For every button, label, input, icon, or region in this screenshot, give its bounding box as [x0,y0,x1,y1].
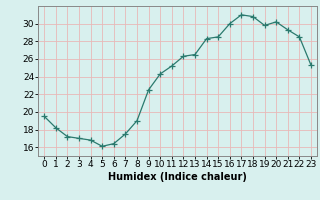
X-axis label: Humidex (Indice chaleur): Humidex (Indice chaleur) [108,172,247,182]
